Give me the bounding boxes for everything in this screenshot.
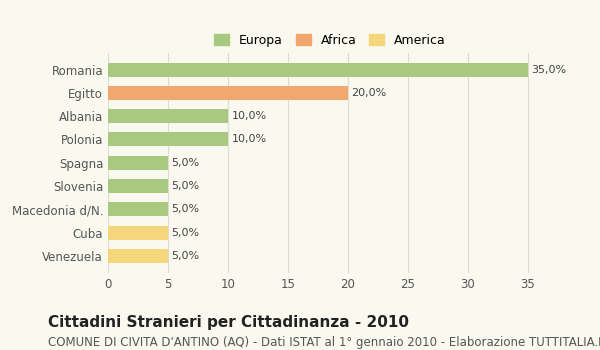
Text: 5,0%: 5,0% [172,228,200,238]
Bar [108,179,168,193]
Text: Cittadini Stranieri per Cittadinanza - 2010: Cittadini Stranieri per Cittadinanza - 2… [48,315,409,330]
Text: COMUNE DI CIVITA D'ANTINO (AQ) - Dati ISTAT al 1° gennaio 2010 - Elaborazione TU: COMUNE DI CIVITA D'ANTINO (AQ) - Dati IS… [48,336,600,349]
Bar [108,63,528,77]
Text: 35,0%: 35,0% [532,64,567,75]
Text: 10,0%: 10,0% [232,111,267,121]
Text: 5,0%: 5,0% [172,158,200,168]
Text: 5,0%: 5,0% [172,251,200,261]
Legend: Europa, Africa, America: Europa, Africa, America [211,30,449,51]
Text: 5,0%: 5,0% [172,181,200,191]
Text: 10,0%: 10,0% [232,134,267,145]
Bar [108,202,168,216]
Bar [108,86,348,100]
Bar [108,132,228,146]
Bar [108,109,228,123]
Bar [108,156,168,170]
Bar [108,226,168,240]
Bar [108,249,168,263]
Text: 20,0%: 20,0% [352,88,387,98]
Text: 5,0%: 5,0% [172,204,200,214]
